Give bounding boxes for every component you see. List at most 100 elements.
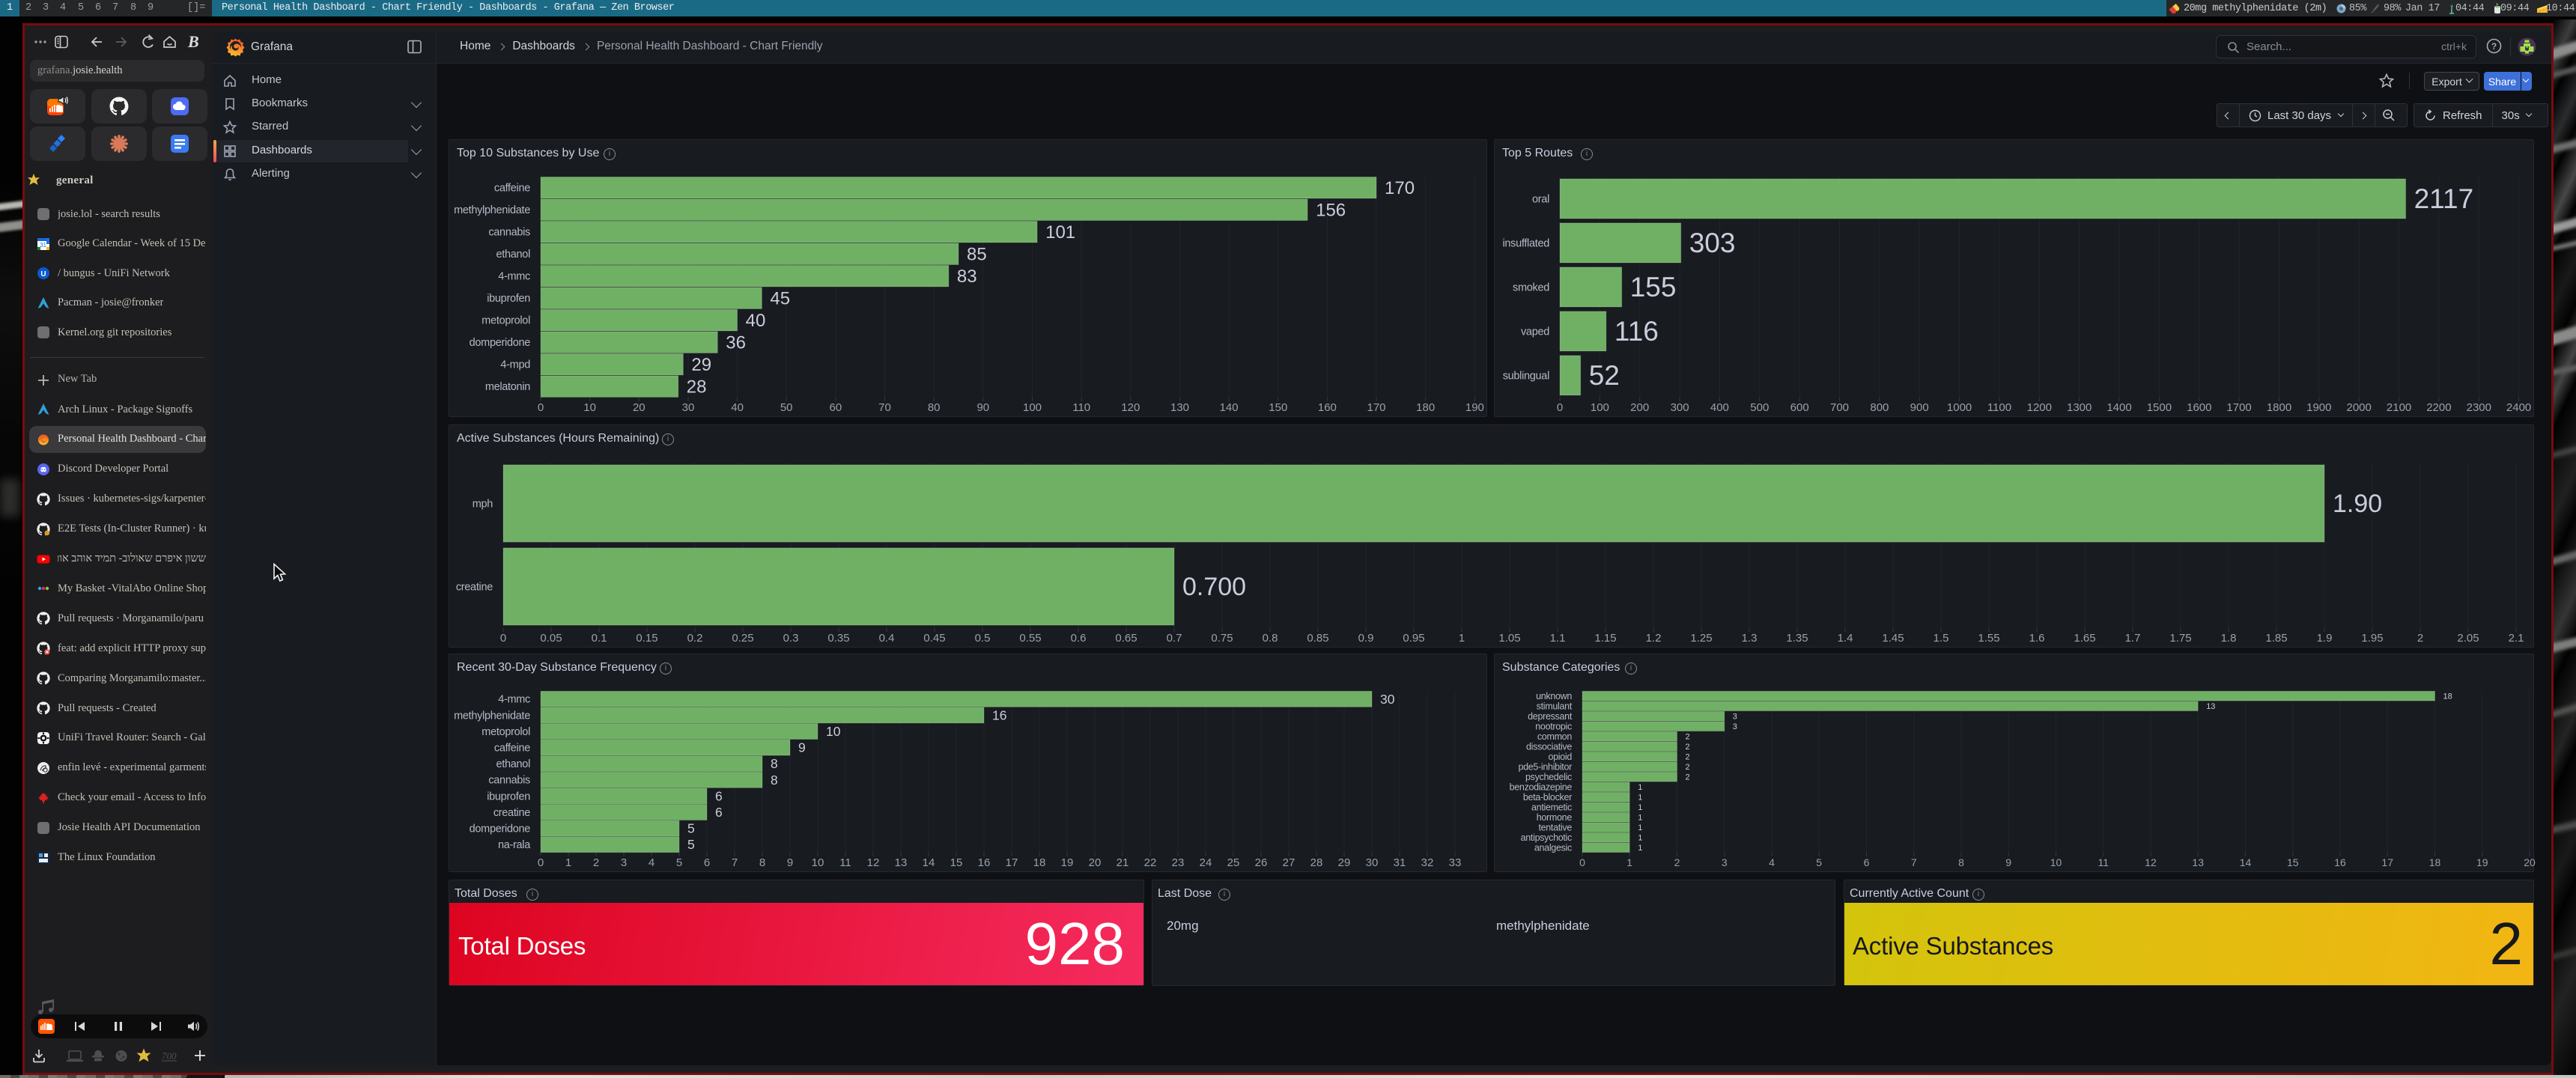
svg-text:20: 20 — [1089, 856, 1102, 869]
svg-text:14: 14 — [2240, 856, 2252, 868]
svg-text:400: 400 — [1710, 401, 1729, 414]
svg-text:insufflated: insufflated — [1502, 237, 1549, 249]
svg-text:psychedelic: psychedelic — [1525, 772, 1572, 782]
svg-text:70: 70 — [878, 401, 891, 414]
svg-text:1.95: 1.95 — [2361, 632, 2383, 645]
svg-text:1: 1 — [1638, 844, 1642, 853]
svg-text:9: 9 — [787, 856, 793, 869]
svg-text:900: 900 — [1910, 401, 1929, 414]
svg-text:2: 2 — [1686, 743, 1690, 752]
svg-text:stimulant: stimulant — [1537, 701, 1573, 712]
svg-text:12: 12 — [2145, 856, 2157, 868]
svg-text:0.15: 0.15 — [636, 632, 657, 645]
svg-text:1: 1 — [1626, 856, 1632, 868]
svg-text:85: 85 — [967, 244, 987, 264]
svg-text:0.9: 0.9 — [1358, 632, 1374, 645]
svg-text:1: 1 — [565, 856, 571, 869]
svg-text:12: 12 — [867, 856, 880, 869]
svg-text:opioid: opioid — [1548, 752, 1572, 762]
svg-text:25: 25 — [1227, 856, 1240, 869]
svg-text:1900: 1900 — [2306, 401, 2331, 414]
svg-text:0.3: 0.3 — [783, 632, 799, 645]
svg-text:10: 10 — [812, 856, 824, 869]
svg-text:16: 16 — [978, 856, 991, 869]
svg-text:130: 130 — [1170, 401, 1189, 414]
svg-text:101: 101 — [1045, 222, 1075, 243]
svg-text:pde5-inhibitor: pde5-inhibitor — [1518, 762, 1572, 773]
svg-text:21: 21 — [1117, 856, 1129, 869]
svg-text:1.90: 1.90 — [2333, 490, 2382, 518]
svg-text:1400: 1400 — [2106, 401, 2131, 414]
svg-text:cannabis: cannabis — [488, 227, 530, 239]
svg-text:0.1: 0.1 — [592, 632, 607, 645]
svg-text:nootropic: nootropic — [1535, 722, 1572, 732]
svg-text:110: 110 — [1072, 401, 1090, 414]
svg-text:1: 1 — [1638, 834, 1642, 843]
svg-text:1.65: 1.65 — [2074, 632, 2095, 645]
svg-text:mph: mph — [473, 498, 493, 510]
svg-text:1700: 1700 — [2226, 401, 2251, 414]
svg-text:90: 90 — [976, 401, 989, 414]
svg-text:2100: 2100 — [2387, 401, 2411, 414]
svg-text:0.2: 0.2 — [687, 632, 703, 645]
svg-text:29: 29 — [691, 355, 711, 375]
svg-text:analgesic: analgesic — [1534, 843, 1572, 853]
svg-text:0.6: 0.6 — [1071, 632, 1087, 645]
svg-text:18: 18 — [2429, 856, 2441, 868]
svg-text:5: 5 — [687, 837, 695, 852]
svg-text:6: 6 — [1864, 856, 1870, 868]
svg-text:1.5: 1.5 — [1933, 632, 1949, 645]
svg-text:32: 32 — [1421, 856, 1434, 869]
svg-text:1.4: 1.4 — [1838, 632, 1853, 645]
svg-text:3: 3 — [1733, 722, 1737, 731]
svg-text:29: 29 — [1338, 856, 1351, 869]
svg-text:1.45: 1.45 — [1882, 632, 1904, 645]
svg-text:6: 6 — [715, 805, 723, 820]
svg-text:2: 2 — [593, 856, 599, 869]
svg-text:0: 0 — [500, 632, 506, 645]
svg-text:ibuprofen: ibuprofen — [487, 791, 530, 803]
svg-text:ibuprofen: ibuprofen — [487, 293, 530, 305]
svg-text:0.7: 0.7 — [1167, 632, 1182, 645]
svg-text:116: 116 — [1614, 316, 1659, 347]
svg-text:28: 28 — [1310, 856, 1323, 869]
svg-text:domperidone: domperidone — [470, 337, 531, 349]
svg-text:1: 1 — [1459, 632, 1465, 645]
svg-text:3: 3 — [1733, 713, 1737, 722]
svg-text:14: 14 — [923, 856, 935, 869]
svg-text:1.85: 1.85 — [2265, 632, 2287, 645]
svg-text:7: 7 — [732, 856, 738, 869]
svg-text:4-mmc: 4-mmc — [498, 694, 530, 706]
svg-text:0.85: 0.85 — [1307, 632, 1328, 645]
svg-text:2: 2 — [1686, 733, 1690, 742]
svg-text:unknown: unknown — [1536, 691, 1572, 701]
svg-text:0: 0 — [1557, 401, 1563, 414]
svg-text:5: 5 — [676, 856, 682, 869]
svg-text:10: 10 — [826, 724, 841, 739]
svg-text:16: 16 — [992, 707, 1006, 722]
svg-text:0.45: 0.45 — [923, 632, 945, 645]
svg-text:300: 300 — [1671, 401, 1689, 414]
svg-text:benzodiazepine: benzodiazepine — [1510, 782, 1573, 793]
svg-text:ethanol: ethanol — [496, 249, 531, 261]
svg-text:0: 0 — [538, 856, 544, 869]
svg-text:40: 40 — [731, 401, 744, 414]
svg-text:700: 700 — [1830, 401, 1849, 414]
svg-text:83: 83 — [957, 267, 977, 287]
svg-text:creatine: creatine — [456, 581, 493, 593]
svg-text:1: 1 — [1638, 823, 1642, 832]
svg-text:45: 45 — [770, 288, 790, 308]
svg-text:1.55: 1.55 — [1978, 632, 1999, 645]
svg-text:2000: 2000 — [2347, 401, 2372, 414]
svg-text:120: 120 — [1121, 401, 1140, 414]
svg-text:2117: 2117 — [2414, 183, 2474, 214]
svg-text:5: 5 — [687, 821, 695, 836]
svg-text:31: 31 — [40, 242, 46, 249]
svg-text:8: 8 — [1958, 856, 1964, 868]
svg-text:1.6: 1.6 — [2029, 632, 2045, 645]
svg-text:13: 13 — [2206, 702, 2215, 711]
svg-text:27: 27 — [1283, 856, 1295, 869]
svg-text:8: 8 — [771, 773, 778, 788]
svg-text:tentative: tentative — [1538, 823, 1572, 833]
svg-text:17: 17 — [1006, 856, 1018, 869]
